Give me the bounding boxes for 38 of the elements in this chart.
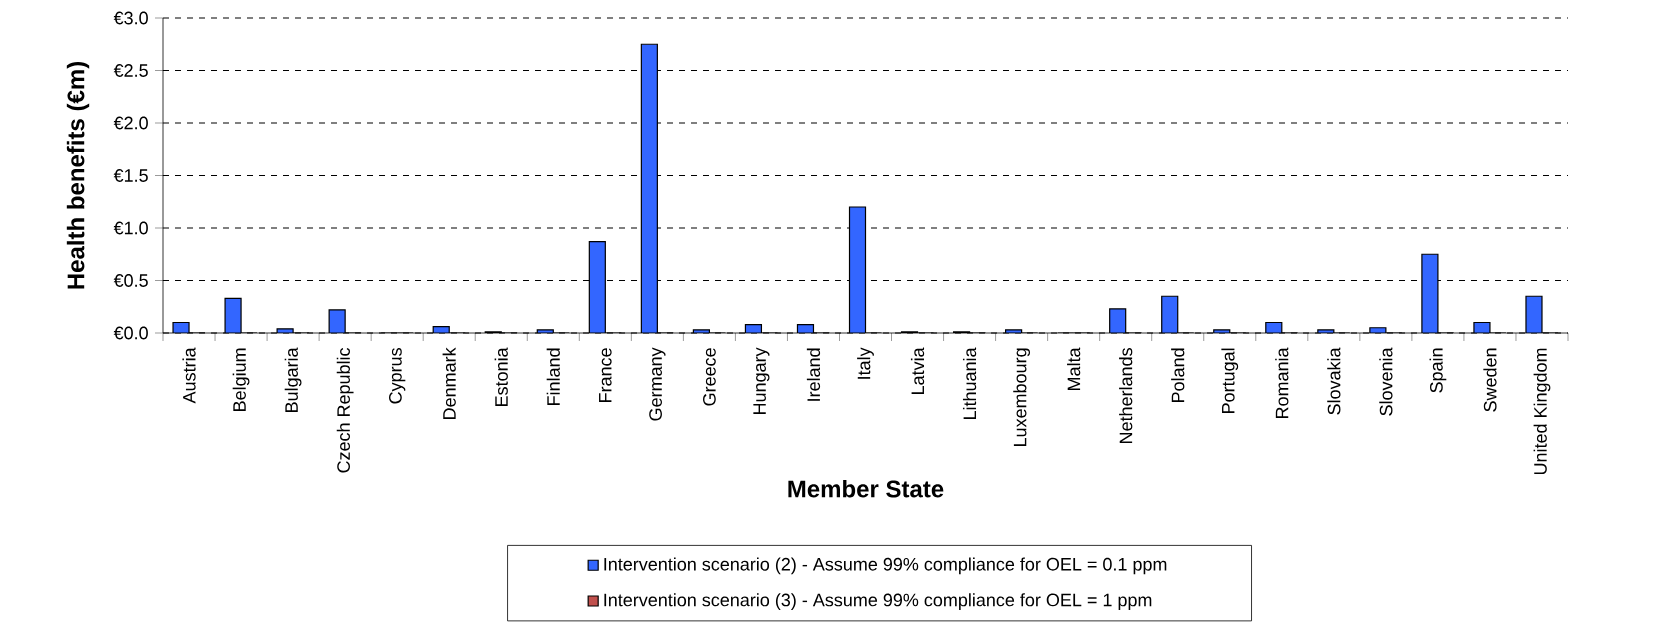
x-tick-label: Czech Republic [336, 347, 354, 473]
x-tick-label: Finland [546, 348, 560, 405]
x-tick-label: Poland [1171, 348, 1185, 402]
x-tick-label: Bulgaria [284, 347, 302, 412]
x-tick-label: Malta [1067, 347, 1081, 390]
x-tick-label: Hungary [753, 347, 770, 414]
x-tick-label: Belgium [232, 348, 250, 411]
y-axis-title: Health benefits (€m) [66, 62, 90, 289]
y-tick-label: €2.0 [113, 116, 148, 130]
y-tick-label: €1.5 [113, 169, 148, 182]
y-tick-label: €0.0 [113, 326, 148, 340]
x-tick-label: Estonia [494, 347, 508, 406]
x-tick-label: Romania [1275, 347, 1289, 418]
y-tick-label: €3.0 [113, 11, 148, 25]
x-tick-label: Greece [703, 348, 716, 406]
x-tick-label: Germany [649, 347, 666, 421]
x-tick-label: Netherlands [1119, 348, 1133, 443]
x-axis-title: Member State [788, 479, 944, 498]
x-tick-label: France [599, 348, 612, 402]
x-tick-label: Latvia [910, 347, 925, 394]
legend-label: Intervention scenario (2) - Assume 99% compliance for OEL = 0.1 ppm [604, 557, 1167, 575]
x-tick-label: Austria [182, 347, 196, 404]
x-tick-label: Slovenia [1379, 347, 1393, 416]
x-tick-label: Spain [1429, 348, 1447, 393]
x-tick-label: Sweden [1483, 348, 1497, 412]
y-tick-label: €2.5 [113, 64, 148, 77]
x-tick-label: Portugal [1221, 348, 1239, 413]
x-tick-label: Denmark [442, 347, 456, 419]
y-tick-label: €0.5 [113, 274, 148, 287]
x-tick-label: Cyprus [389, 348, 406, 404]
y-tick-label: €1.0 [113, 221, 148, 235]
x-tick-label: Ireland [806, 348, 821, 401]
x-tick-label: Luxembourg [1013, 348, 1030, 446]
legend-label: Intervention scenario (3) - Assume 99% compliance for OEL = 1 ppm [604, 593, 1152, 610]
x-tick-label: United Kingdom [1533, 348, 1551, 475]
x-tick-label: Slovakia [1327, 347, 1341, 415]
x-tick-label: Lithuania [962, 347, 977, 419]
x-tick-label: Italy [857, 347, 874, 379]
